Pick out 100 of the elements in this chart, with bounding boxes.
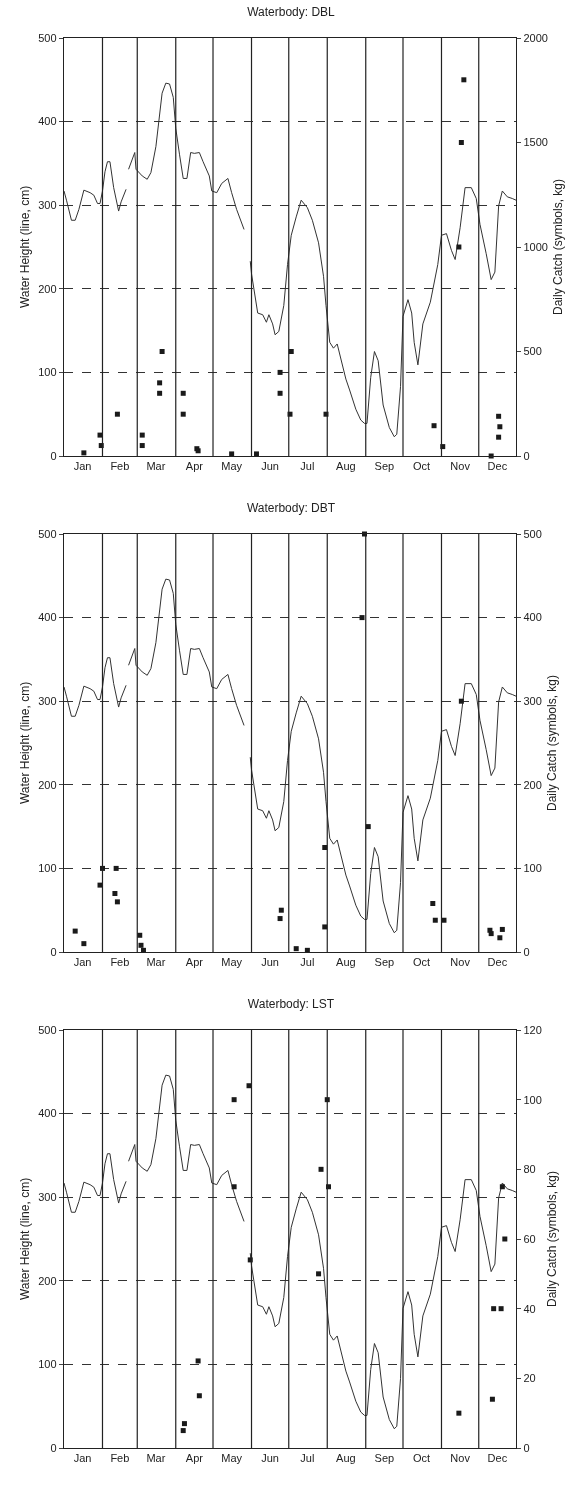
point (502, 1236, 508, 1242)
x-tick-label: Mar (146, 460, 166, 473)
x-tick-label: Jan (73, 1452, 92, 1465)
x-tick-label: Jul (300, 1452, 315, 1465)
chart-title: Waterbody: LST (247, 996, 335, 1011)
y2-tick-label: 0 (523, 1441, 530, 1454)
y2-tick-label: 100 (523, 1093, 542, 1106)
x-tick-label: Sep (374, 956, 395, 969)
y-tick-label: 300 (38, 695, 57, 708)
x-tick-label: Nov (450, 460, 471, 473)
point (231, 1184, 237, 1190)
y-tick-label: 500 (38, 1023, 57, 1036)
x-tick-label: Feb (110, 460, 130, 473)
y2-tick-label: 1500 (523, 136, 548, 149)
y2-tick-label: 0 (523, 449, 530, 462)
y-tick-label: 100 (38, 862, 57, 875)
y-tick-label: 100 (38, 366, 57, 379)
chart-title: Waterbody: DBL (247, 4, 336, 19)
x-tick-label: Nov (450, 956, 471, 969)
y2-tick-label: 400 (523, 611, 542, 624)
point (81, 941, 87, 947)
x-tick-label: Mar (146, 956, 166, 969)
y2-tick-label: 200 (523, 778, 542, 791)
y-tick-label: 200 (38, 282, 57, 295)
y-tick-label: 400 (38, 115, 57, 128)
y2-tick-label: 2000 (523, 31, 548, 44)
point (488, 931, 494, 937)
point (113, 865, 119, 871)
point (322, 845, 328, 850)
point (114, 899, 120, 905)
point (499, 926, 505, 932)
point (114, 411, 120, 417)
y2-tick-label: 500 (523, 527, 542, 540)
point (277, 369, 283, 375)
x-tick-label: Jul (300, 460, 315, 473)
point (229, 451, 235, 457)
y-tick-label: 300 (38, 1191, 57, 1204)
point (159, 349, 165, 354)
x-tick-label: Dec (487, 1452, 508, 1465)
y-axis-title: Water Height (line, cm) (17, 1177, 32, 1301)
y2-tick-label: 300 (523, 695, 542, 708)
point (277, 390, 283, 396)
point (81, 450, 87, 456)
y2-tick-label: 40 (523, 1302, 536, 1315)
x-tick-label: Jan (73, 956, 92, 969)
point (458, 140, 464, 145)
point (72, 928, 78, 934)
point (322, 924, 328, 930)
y2-tick-label: 80 (523, 1163, 536, 1176)
point (491, 1306, 497, 1312)
x-tick-label: Aug (336, 1452, 356, 1465)
point (456, 244, 462, 250)
x-tick-label: May (221, 1452, 243, 1465)
y2-axis-title: Daily Catch (symbols, kg) (544, 674, 559, 812)
y-tick-label: 200 (38, 1274, 57, 1287)
point (181, 1421, 187, 1427)
x-tick-label: Jul (300, 956, 315, 969)
point (139, 443, 145, 449)
point (112, 890, 118, 896)
x-tick-label: Apr (185, 460, 204, 473)
point (157, 380, 163, 386)
point (278, 907, 284, 913)
y2-tick-label: 500 (523, 345, 542, 358)
x-tick-label: Dec (487, 956, 508, 969)
x-tick-label: Jun (261, 460, 280, 473)
point (318, 1166, 324, 1172)
x-tick-label: Aug (336, 460, 356, 473)
x-tick-label: Oct (413, 1452, 431, 1465)
point (456, 1410, 462, 1416)
y-tick-label: 300 (38, 199, 57, 212)
x-tick-label: Aug (336, 956, 356, 969)
point (496, 413, 502, 419)
point (431, 423, 437, 429)
y-tick-label: 400 (38, 611, 57, 624)
y2-tick-label: 20 (523, 1372, 536, 1385)
y-tick-label: 0 (50, 1441, 57, 1454)
point (359, 615, 365, 621)
x-tick-label: Nov (450, 1452, 471, 1465)
x-tick-label: Jun (261, 1452, 280, 1465)
point (196, 1393, 202, 1399)
y-tick-label: 500 (38, 31, 57, 44)
y2-tick-label: 120 (523, 1023, 542, 1036)
point (277, 916, 283, 922)
point (430, 901, 436, 907)
point (288, 349, 294, 354)
y2-axis-title: Daily Catch (symbols, kg) (550, 178, 565, 316)
x-tick-label: Apr (185, 1452, 204, 1465)
y-axis-title: Water Height (line, cm) (17, 185, 32, 309)
y-tick-label: 100 (38, 1358, 57, 1371)
point (293, 946, 299, 952)
x-tick-label: Oct (413, 956, 431, 969)
chart-title: Waterbody: DBT (246, 500, 336, 515)
y-tick-label: 0 (50, 945, 57, 958)
y2-tick-label: 100 (523, 862, 542, 875)
point (496, 434, 502, 440)
y2-tick-label: 1000 (523, 240, 548, 253)
point (180, 1428, 186, 1434)
y-tick-label: 400 (38, 1107, 57, 1120)
y-axis-title: Water Height (line, cm) (17, 681, 32, 805)
y-tick-label: 0 (50, 449, 57, 462)
